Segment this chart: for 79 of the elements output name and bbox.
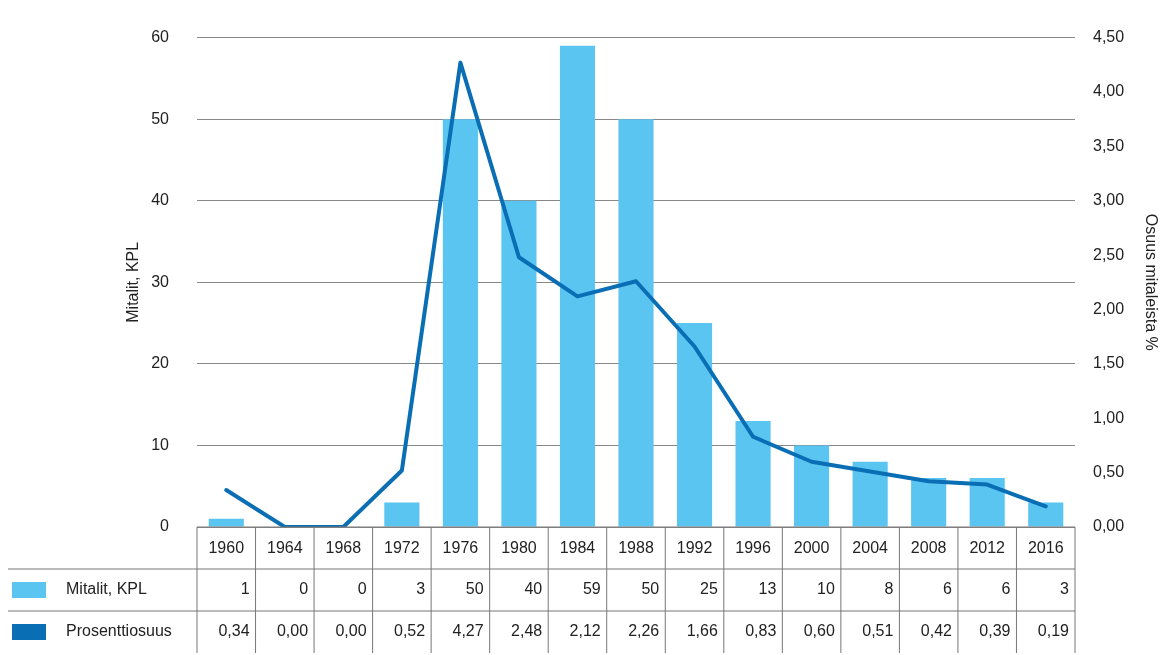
data-label: 6 xyxy=(1001,580,1011,598)
data-label: 2,12 xyxy=(569,622,601,640)
data-label: 0 xyxy=(357,580,367,598)
data-label: 13 xyxy=(758,580,777,598)
bar xyxy=(676,323,713,527)
bar xyxy=(735,420,771,527)
y-axis-title: Mitalit, KPL xyxy=(124,241,142,323)
y2-tick-label: 4,00 xyxy=(1093,82,1125,100)
bar xyxy=(1028,502,1064,527)
data-label: 0,83 xyxy=(745,622,777,640)
data-label: 3 xyxy=(1060,580,1070,598)
x-tick-label: 2012 xyxy=(969,539,1006,557)
data-label: 50 xyxy=(641,580,660,598)
data-label: 4,27 xyxy=(452,622,484,640)
data-label: 0,60 xyxy=(803,622,835,640)
x-tick-label: 1992 xyxy=(676,539,713,557)
x-tick-label: 2004 xyxy=(852,539,889,557)
x-tick-label: 1984 xyxy=(559,539,596,557)
data-label: 59 xyxy=(582,580,601,598)
y2-tick-label: 3,50 xyxy=(1093,136,1125,154)
x-tick-label: 1972 xyxy=(384,539,420,557)
data-label: 0,00 xyxy=(276,622,309,640)
y-tick-label: 40 xyxy=(151,191,170,209)
data-label: 10 xyxy=(817,580,835,598)
data-label: 0 xyxy=(299,580,309,598)
data-label: 1 xyxy=(240,580,250,598)
y2-tick-label: 2,00 xyxy=(1093,299,1125,317)
bar xyxy=(618,119,654,527)
bar xyxy=(969,478,1005,527)
bar xyxy=(794,445,830,527)
bar xyxy=(208,518,244,527)
y-tick-label: 30 xyxy=(151,272,170,290)
y2-tick-label: 0,50 xyxy=(1093,463,1125,481)
data-label: 50 xyxy=(465,580,484,598)
y-tick-label: 0 xyxy=(160,517,170,535)
bar xyxy=(852,461,888,527)
y-tick-label: 60 xyxy=(151,28,170,46)
data-label: 2,48 xyxy=(511,622,543,640)
y2-tick-label: 2,50 xyxy=(1093,245,1125,263)
data-label: 0,39 xyxy=(979,622,1011,640)
data-label: 6 xyxy=(943,580,953,598)
x-tick-label: 1996 xyxy=(735,539,771,557)
bar xyxy=(911,478,947,527)
data-label: 0,42 xyxy=(920,622,953,640)
x-tick-label: 2000 xyxy=(793,539,830,557)
data-label: 0,52 xyxy=(393,622,426,640)
y-tick-label: 10 xyxy=(151,435,170,453)
y2-tick-label: 0,00 xyxy=(1093,517,1125,535)
x-tick-label: 1968 xyxy=(325,539,362,557)
y2-tick-label: 1,00 xyxy=(1093,408,1125,426)
y-tick-label: 20 xyxy=(151,354,170,372)
data-label: 3 xyxy=(416,580,426,598)
bar xyxy=(384,502,420,527)
y2-tick-label: 1,50 xyxy=(1093,354,1125,372)
x-tick-label: 1988 xyxy=(618,539,654,557)
y2-axis-title: Osuus mitaleista % xyxy=(1142,213,1160,351)
y2-tick-label: 4,50 xyxy=(1093,28,1125,46)
legend-label: Mitalit, KPL xyxy=(66,580,148,598)
x-tick-label: 1960 xyxy=(208,539,245,557)
x-tick-label: 1964 xyxy=(267,539,303,557)
x-tick-label: 2008 xyxy=(910,539,947,557)
data-label: 2,26 xyxy=(628,622,660,640)
y-tick-label: 50 xyxy=(151,109,170,127)
bar xyxy=(559,45,596,527)
x-tick-label: 2016 xyxy=(1027,539,1064,557)
data-label: 0,19 xyxy=(1037,622,1070,640)
data-label: 0,34 xyxy=(218,622,250,640)
data-label: 40 xyxy=(524,580,543,598)
data-label: 0,51 xyxy=(862,622,894,640)
x-tick-label: 1980 xyxy=(501,539,537,557)
data-label: 25 xyxy=(700,580,718,598)
data-label: 1,66 xyxy=(686,622,718,640)
data-label: 0,00 xyxy=(335,622,367,640)
bar xyxy=(442,119,478,527)
data-label: 8 xyxy=(884,580,894,598)
y2-tick-label: 3,00 xyxy=(1093,191,1125,209)
x-tick-label: 1976 xyxy=(442,539,479,557)
bar xyxy=(501,200,537,527)
legend-label: Prosenttiosuus xyxy=(66,622,172,640)
